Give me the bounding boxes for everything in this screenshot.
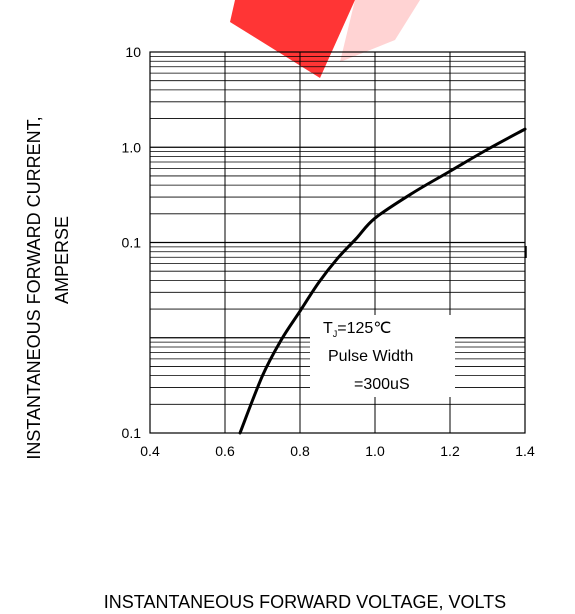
watermark-shape-fade [340,0,420,62]
y-tick-label: 10 [125,44,141,60]
y-tick-label: 0.1 [122,425,142,441]
watermark-shape [230,0,355,78]
annotation-pulse-width: Pulse Width [328,348,413,365]
y-tick-label: 1.0 [122,139,142,155]
svg-text:TJ=125℃: TJ=125℃ [323,320,391,339]
annotation-pulse-duration: =300uS [354,376,410,393]
y-axis-title-line1: INSTANTANEOUS FORWARD CURRENT, [24,116,44,459]
x-tick-label: 1.4 [515,443,535,459]
annotation-tj-value: =125℃ [337,320,391,337]
x-tick-label: 1.0 [365,443,385,459]
series-line [238,127,527,435]
x-tick-label: 0.4 [140,443,160,459]
y-tick-label: 0.1 [122,235,142,251]
annotation-tj-subscript: J [333,329,338,339]
annotation-tj-prefix: T [323,320,333,337]
x-tick-label: 1.2 [440,443,460,459]
conditions-annotation: TJ=125℃ Pulse Width =300uS [310,315,455,397]
plot-frame [149,51,526,434]
x-tick-label: 0.8 [290,443,310,459]
x-tick-label: 0.6 [215,443,235,459]
series-group [238,127,527,435]
x-axis-title: INSTANTANEOUS FORWARD VOLTAGE, VOLTS [104,592,506,612]
annotation-box [310,315,455,397]
x-tick-labels: 0.4 0.6 0.8 1.0 1.2 1.4 [140,443,535,459]
y-axis-title-line2: AMPERSE [52,216,72,304]
y-tick-labels: 10 1.0 0.1 0.1 [122,44,142,441]
